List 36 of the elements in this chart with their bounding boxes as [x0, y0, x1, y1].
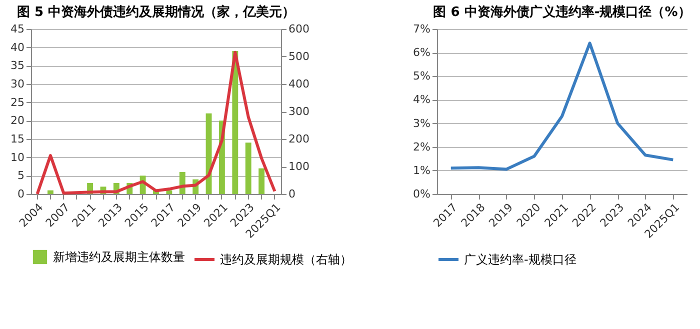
y-tick-label: 4%	[413, 93, 430, 106]
line-series	[449, 42, 675, 171]
y-tick-label: 15	[10, 132, 24, 146]
y2-tick-label: 200	[288, 132, 310, 146]
y-tick-label: 30	[10, 78, 24, 90]
legend-label: 广义违约率-规模口径	[464, 252, 576, 266]
y2-tick-label: 100	[288, 160, 310, 173]
y-tick-label: 20	[10, 114, 24, 128]
y-tick-label: 5%	[413, 70, 430, 83]
y-tick-label: 2%	[413, 140, 430, 154]
y2-tick-label: 500	[288, 50, 310, 63]
y2-tick-label: 400	[288, 78, 310, 90]
y-tick-label: 7%	[413, 22, 430, 36]
y-tick-label: 0%	[413, 188, 430, 200]
bar	[47, 190, 54, 194]
y-tick-label: 45	[10, 22, 24, 36]
legend-label: 新增违约及展期主体数量	[53, 250, 185, 264]
chart-title: 图 6 中资海外债广义违约率-规模口径（%）	[433, 4, 691, 20]
chart-title: 图 5 中资海外债违约及展期情况（家，亿美元）	[16, 4, 296, 20]
y-tick-label: 1%	[413, 164, 430, 177]
y-tick-label: 0	[18, 188, 24, 200]
legend-label: 违约及展期规模（右轴）	[220, 252, 352, 266]
y-tick-label: 5	[18, 169, 24, 182]
y-tick-label: 25	[10, 96, 24, 109]
y-tick-label: 3%	[413, 116, 430, 130]
y-tick-label: 10	[10, 150, 24, 164]
bar	[245, 142, 252, 194]
y2-tick-label: 600	[288, 22, 310, 36]
bar	[166, 190, 172, 194]
y2-tick-label: 0	[288, 188, 296, 200]
y-tick-label: 40	[10, 40, 24, 54]
y-tick-label: 35	[10, 59, 24, 72]
y-tick-label: 6%	[413, 46, 430, 60]
bar	[258, 168, 265, 194]
y2-tick-label: 300	[288, 105, 310, 118]
line-series	[36, 50, 276, 196]
